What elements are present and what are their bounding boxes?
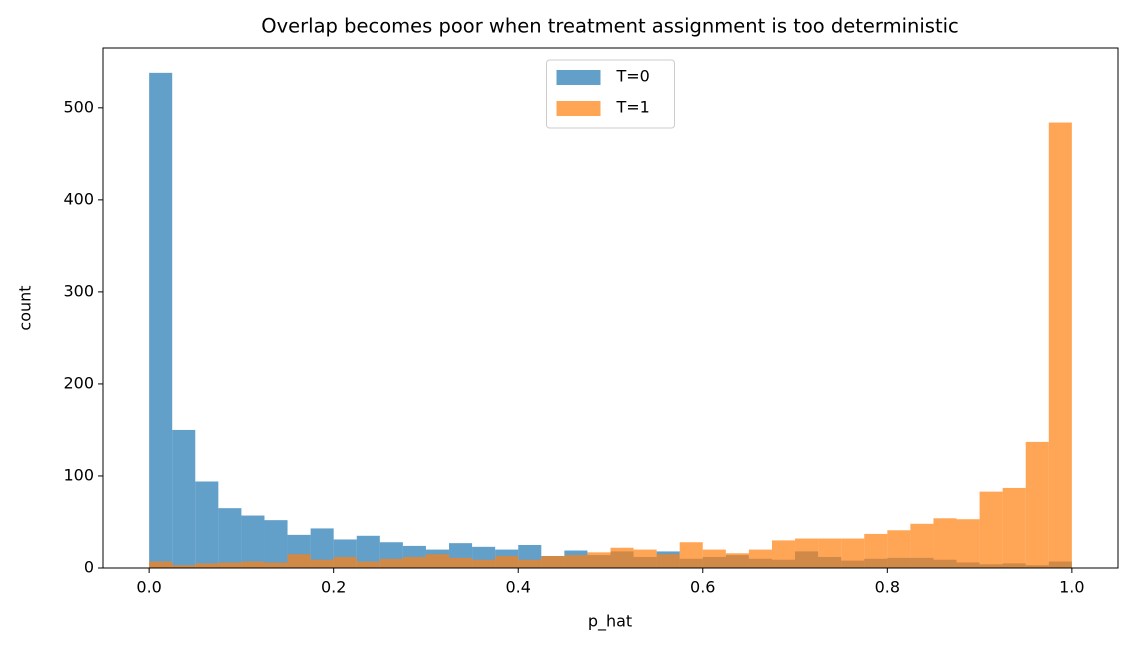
histogram-bar bbox=[149, 561, 173, 568]
legend-swatch bbox=[556, 70, 601, 85]
histogram-bar bbox=[841, 538, 865, 568]
legend-label: T=0 bbox=[616, 67, 650, 86]
x-tick-label: 0.6 bbox=[690, 578, 715, 597]
histogram-bar bbox=[195, 481, 219, 568]
histogram-bar bbox=[1048, 122, 1072, 568]
histogram-bar bbox=[310, 528, 334, 568]
y-axis-label: count bbox=[16, 285, 35, 330]
histogram-bar bbox=[310, 559, 334, 568]
histogram-bar bbox=[725, 553, 749, 568]
histogram-bar bbox=[379, 558, 403, 568]
x-tick-label: 0.2 bbox=[321, 578, 346, 597]
histogram-bar bbox=[702, 549, 726, 568]
x-tick-label: 0.4 bbox=[506, 578, 531, 597]
histogram-bar bbox=[1002, 487, 1026, 568]
histogram-bar bbox=[172, 565, 196, 568]
histogram-bar bbox=[402, 556, 426, 568]
histogram-bar bbox=[333, 556, 357, 568]
histogram-bar bbox=[748, 549, 772, 568]
histogram-bar bbox=[495, 556, 519, 568]
histogram-bar bbox=[933, 518, 957, 568]
histogram-bar bbox=[656, 554, 680, 568]
x-tick-label: 0.0 bbox=[136, 578, 161, 597]
histogram-bar bbox=[518, 559, 542, 568]
histogram-bar bbox=[264, 520, 288, 568]
histogram-bar bbox=[287, 554, 311, 568]
histogram-bar bbox=[956, 519, 980, 568]
y-tick-label: 0 bbox=[84, 558, 94, 577]
histogram-bar bbox=[449, 557, 473, 568]
chart-title: Overlap becomes poor when treatment assi… bbox=[261, 15, 959, 38]
legend-label: T=1 bbox=[616, 98, 650, 117]
histogram-bar bbox=[610, 547, 634, 568]
histogram-bar bbox=[195, 563, 219, 568]
y-tick-label: 300 bbox=[63, 281, 94, 300]
histogram-bar bbox=[887, 530, 911, 568]
histogram-bar bbox=[1025, 441, 1049, 568]
histogram-bar bbox=[541, 556, 565, 568]
histogram-bar bbox=[587, 552, 611, 568]
histogram-bar bbox=[264, 562, 288, 568]
y-tick-label: 400 bbox=[63, 189, 94, 208]
x-tick-label: 1.0 bbox=[1059, 578, 1084, 597]
histogram-bar bbox=[979, 491, 1003, 568]
histogram-bar bbox=[633, 549, 657, 568]
x-axis-label: p_hat bbox=[588, 612, 632, 632]
histogram-bar bbox=[241, 561, 265, 568]
histogram-bar bbox=[172, 429, 196, 568]
x-tick-label: 0.8 bbox=[875, 578, 900, 597]
histogram-bar bbox=[149, 72, 173, 569]
y-tick-label: 100 bbox=[63, 465, 94, 484]
legend-swatch bbox=[556, 101, 601, 116]
histogram-bar bbox=[910, 523, 934, 568]
histogram-bar bbox=[564, 555, 588, 568]
histogram-bar bbox=[864, 533, 888, 568]
histogram-bar bbox=[425, 554, 450, 568]
y-tick-label: 200 bbox=[63, 373, 94, 392]
histogram-bar bbox=[218, 562, 242, 568]
histogram-bar bbox=[241, 515, 265, 568]
histogram-bar bbox=[218, 508, 242, 568]
histogram-bar bbox=[356, 535, 380, 568]
y-tick-label: 500 bbox=[63, 97, 94, 116]
histogram-bar bbox=[472, 559, 496, 568]
plot-frame bbox=[102, 47, 1119, 569]
histogram-bar bbox=[356, 561, 380, 568]
histogram-bar bbox=[818, 538, 842, 568]
histogram-bar bbox=[795, 538, 819, 568]
histogram-bar bbox=[679, 542, 703, 568]
histogram-bar bbox=[771, 540, 796, 568]
